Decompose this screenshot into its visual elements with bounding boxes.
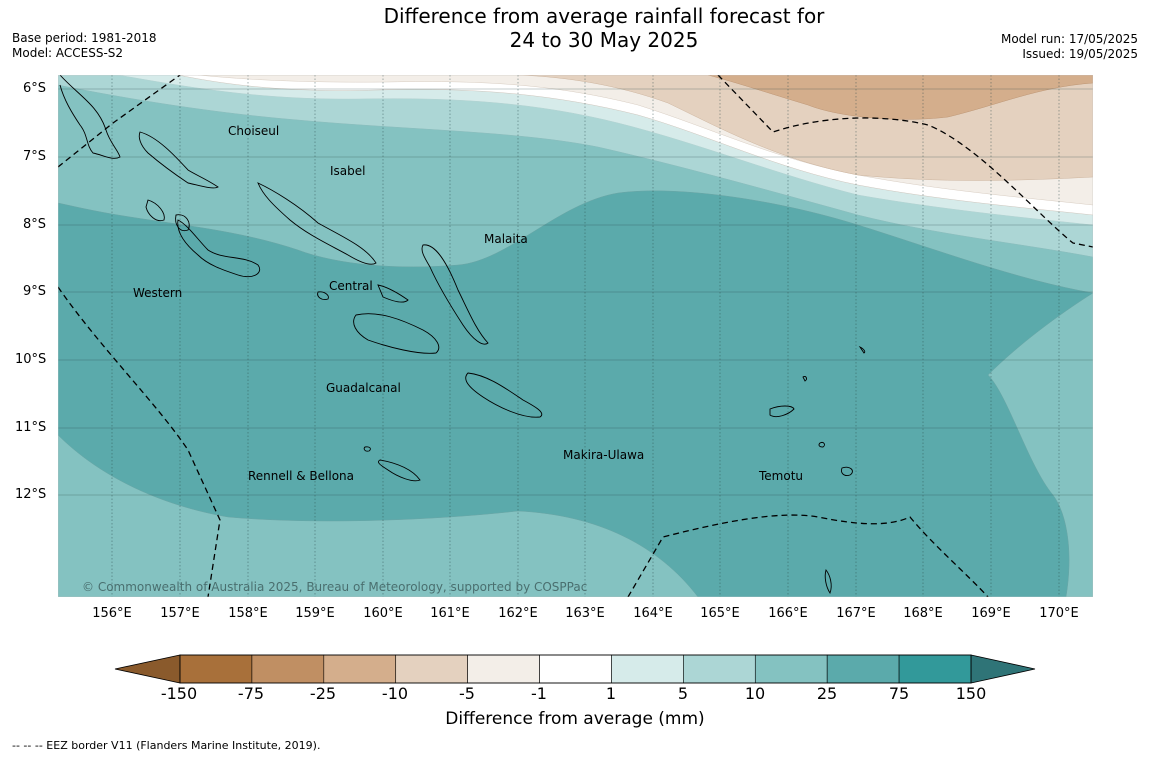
island-ngella — [377, 284, 409, 303]
lon-label-167e: 167°E — [836, 606, 876, 621]
colorbar-over-arrow — [970, 654, 1036, 684]
colorbar — [114, 654, 1036, 684]
colorbar-tick-75: 75 — [888, 684, 910, 703]
island-isabel — [257, 182, 377, 265]
colorbar-tick-minus1: -1 — [531, 684, 547, 703]
lon-label-161e: 161°E — [430, 606, 470, 621]
colorbar-tick-1: 1 — [605, 684, 617, 703]
lon-label-163e: 163°E — [565, 606, 605, 621]
eez-legend-note: -- -- -- EEZ border V11 (Flanders Marine… — [12, 739, 321, 752]
meridians — [111, 75, 1060, 597]
island-savo — [317, 291, 329, 300]
lon-label-159e: 159°E — [295, 606, 335, 621]
lat-label-6s: 6°S — [23, 81, 47, 96]
island-kolombangara — [175, 214, 190, 232]
colorbar-tick-minus150: -150 — [160, 684, 198, 703]
island-guadalcanal — [353, 313, 440, 354]
eez-border — [58, 75, 1093, 597]
island-bellona — [363, 446, 371, 452]
lat-label-7s: 7°S — [23, 149, 47, 164]
region-label-rennell-bellona: Rennell & Bellona — [248, 469, 355, 483]
lon-label-158e: 158°E — [228, 606, 268, 621]
colorbar-cell — [179, 654, 253, 684]
base-period: Base period: 1981-2018 — [12, 31, 157, 45]
lon-label-166e: 166°E — [768, 606, 808, 621]
colorbar-tick-25: 25 — [816, 684, 838, 703]
island-reef-islands — [802, 376, 807, 382]
colorbar-tick-minus75: -75 — [237, 684, 265, 703]
lon-label-160e: 160°E — [363, 606, 403, 621]
islands — [59, 75, 866, 594]
island-vella — [145, 199, 165, 222]
lon-label-157e: 157°E — [160, 606, 200, 621]
island-vanikoro — [841, 466, 853, 476]
colorbar-tick-10: 10 — [744, 684, 766, 703]
lat-label-11s: 11°S — [15, 420, 47, 435]
map-title: Difference from average rainfall forecas… — [0, 4, 1150, 52]
colorbar-cell — [611, 654, 684, 684]
island-bougainville — [59, 75, 121, 159]
island-torres — [824, 569, 832, 594]
lon-label-156e: 156°E — [92, 606, 132, 621]
lon-label-169e: 169°E — [971, 606, 1011, 621]
meta-right: Model run: 17/05/2025 Issued: 19/05/2025 — [1001, 32, 1138, 62]
colorbar-cell — [251, 654, 325, 684]
region-label-temotu: Temotu — [759, 469, 804, 483]
region-label-malaita: Malaita — [484, 232, 528, 246]
island-new-georgia — [177, 219, 260, 278]
island-utupua — [818, 442, 825, 448]
colorbar-cell — [683, 654, 756, 684]
copyright-credit: © Commonwealth of Australia 2025, Bureau… — [82, 580, 588, 594]
island-choiseul — [138, 131, 219, 189]
lon-label-162e: 162°E — [498, 606, 538, 621]
lon-label-165e: 165°E — [700, 606, 740, 621]
lon-label-168e: 168°E — [903, 606, 943, 621]
lat-label-10s: 10°S — [15, 352, 47, 367]
island-rennell — [377, 459, 421, 482]
colorbar-tick-minus25: -25 — [309, 684, 337, 703]
lon-label-170e: 170°E — [1039, 606, 1079, 621]
issued-date: Issued: 19/05/2025 — [1022, 47, 1138, 61]
title-line-2: 24 to 30 May 2025 — [509, 28, 699, 52]
band-10-25-southwest — [58, 434, 699, 597]
model-run: Model run: 17/05/2025 — [1000, 32, 1138, 46]
colorbar-cell — [467, 654, 540, 684]
model-name: Model: ACCESS-S2 — [12, 46, 124, 60]
colorbar-tick-minus5: -5 — [459, 684, 475, 703]
region-label-isabel: Isabel — [330, 164, 366, 178]
colorbar-tick-minus10: -10 — [381, 684, 409, 703]
colorbar-cell — [323, 654, 397, 684]
region-label-makira-ulawa: Makira-Ulawa — [563, 448, 645, 462]
colorbar-cell — [826, 654, 900, 684]
lat-label-9s: 9°S — [23, 284, 47, 299]
colorbar-cell — [754, 654, 828, 684]
band-10-25-east — [987, 292, 1093, 597]
lon-label-164e: 164°E — [633, 606, 673, 621]
colorbar-tick-150: 150 — [955, 684, 987, 703]
title-line-1: Difference from average rainfall forecas… — [383, 4, 825, 28]
rainfall-map — [58, 75, 1093, 597]
island-duff — [858, 345, 866, 354]
region-label-choiseul: Choiseul — [228, 124, 280, 138]
colorbar-cell — [395, 654, 468, 684]
colorbar-title: Difference from average (mm) — [445, 709, 705, 729]
colorbar-under-arrow — [114, 654, 181, 684]
island-santa-cruz — [769, 405, 795, 418]
region-label-guadalcanal: Guadalcanal — [326, 381, 401, 395]
lat-label-8s: 8°S — [23, 217, 47, 232]
island-malaita — [421, 244, 489, 345]
meta-left: Base period: 1981-2018 Model: ACCESS-S2 — [12, 31, 157, 61]
region-label-western: Western — [133, 286, 183, 300]
colorbar-cell — [539, 654, 612, 684]
graticule — [58, 88, 1093, 496]
colorbar-tick-5: 5 — [677, 684, 689, 703]
region-label-central: Central — [329, 279, 373, 293]
island-makira — [465, 372, 543, 418]
colorbar-cell — [898, 654, 972, 684]
lat-label-12s: 12°S — [15, 487, 47, 502]
